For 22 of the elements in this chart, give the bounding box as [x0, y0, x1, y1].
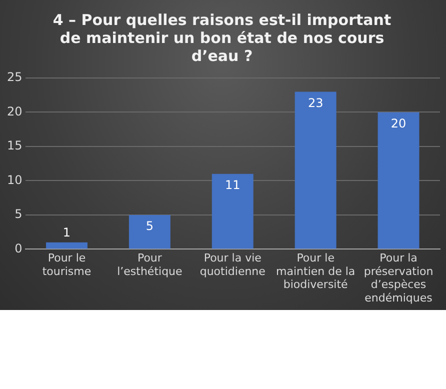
y-tick-label: 15: [6, 138, 22, 153]
bar: [294, 92, 336, 249]
chart-title: 4 – Pour quelles raisons est-il important de maintenir un bon état de nos cours d’eau ?: [52, 10, 392, 65]
y-tick-label: 25: [6, 70, 22, 84]
x-tick-label: Pour la vie quotidienne: [200, 252, 266, 278]
bar: [46, 242, 88, 249]
x-tick-label: Pour l’esthétique: [117, 252, 183, 278]
bar: [212, 174, 254, 249]
data-label: 23: [308, 96, 324, 110]
bar: [378, 112, 420, 249]
data-label: 1: [62, 225, 71, 240]
x-tick-label: Pour le tourisme: [42, 252, 92, 278]
data-label: 5: [146, 219, 154, 234]
y-tick-label: 20: [6, 104, 22, 118]
x-tick-label: Pour la préservation d’espèces endémiques: [364, 252, 434, 304]
y-tick-label: 0: [14, 241, 22, 256]
bar: [128, 214, 170, 249]
x-tick-label: Pour le maintien de la biodiversité: [276, 252, 356, 292]
y-tick-label: 5: [14, 207, 22, 222]
data-label: 11: [224, 178, 240, 192]
data-label: 20: [390, 116, 406, 130]
y-tick-label: 10: [6, 172, 22, 187]
